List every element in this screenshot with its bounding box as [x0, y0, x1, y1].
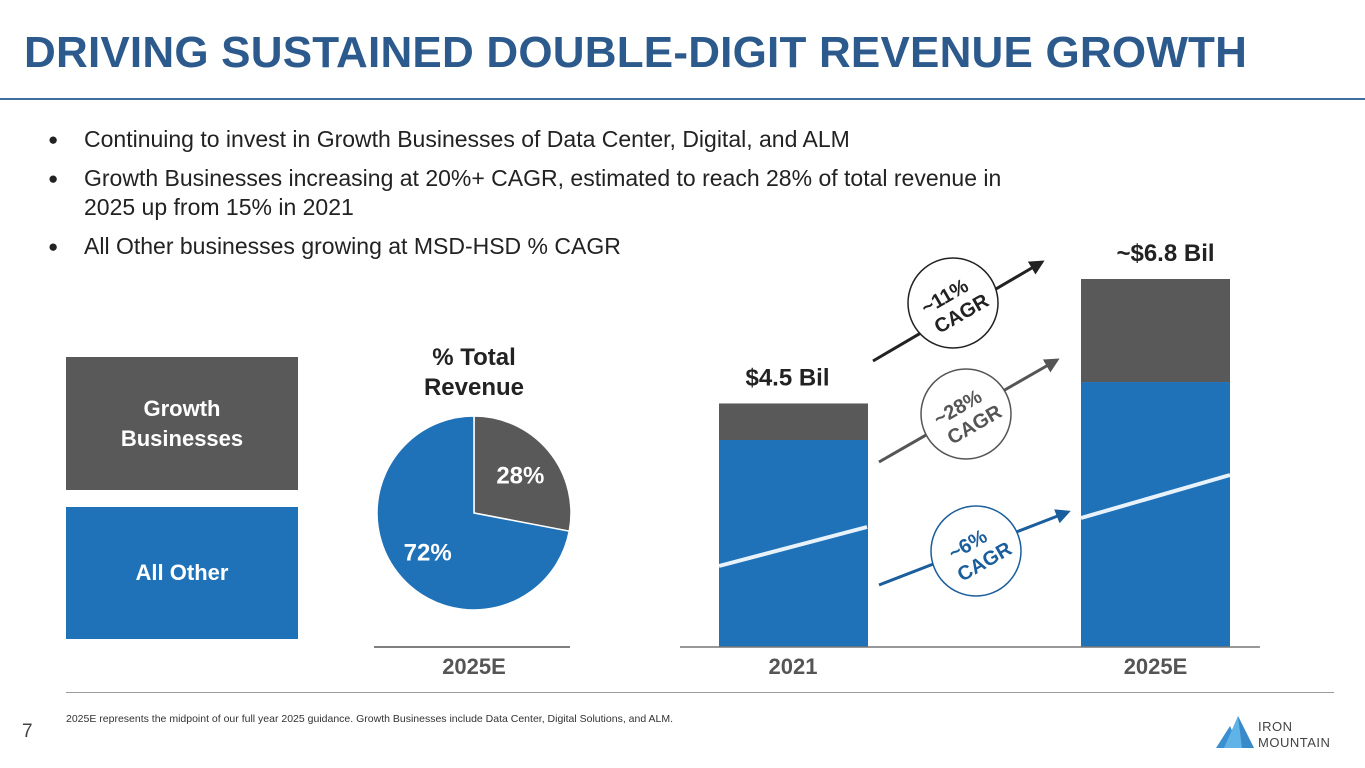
- bullet-item: ● All Other businesses growing at MSD-HSD…: [48, 232, 1028, 261]
- bar-category-label: 2021: [768, 654, 818, 679]
- legend-label: Growth Businesses: [120, 395, 244, 451]
- bullet-item: ● Continuing to invest in Growth Business…: [48, 125, 1028, 154]
- logo-wordmark: IRON MOUNTAIN: [1258, 719, 1330, 751]
- bullet-dot-icon: ●: [48, 237, 59, 256]
- page-number: 7: [22, 721, 33, 742]
- cagr-annotations: ~11%CAGR~28%CAGR~6%CAGR: [872, 257, 1071, 597]
- bullet-dot-icon: ●: [48, 169, 59, 188]
- bar-total-label: ~$6.8 Bil: [1116, 240, 1214, 267]
- legend-label: All Other: [135, 560, 229, 585]
- pie-chart: 28% 72%: [376, 415, 572, 611]
- stacked-bar-chart: $4.5 Bil ~$6.8 Bil: [718, 240, 1231, 647]
- bullet-text: Continuing to invest in Growth Businesse…: [84, 126, 850, 152]
- pie-chart-title: % Total Revenue: [423, 344, 525, 401]
- pie-data-label: 28%: [496, 463, 544, 490]
- bullet-text: Growth Businesses increasing at 20%+ CAG…: [84, 165, 1002, 220]
- pie-xlabel: 2025E: [442, 654, 506, 679]
- title-divider: [0, 98, 1365, 100]
- bar-segment-growth-businesses-2025E: [1081, 279, 1230, 383]
- bar-category-label: 2025E: [1123, 654, 1188, 679]
- bar-segment-all-other-2025E: [1081, 382, 1230, 647]
- trend-line-2025e: [1080, 473, 1231, 520]
- trend-line-2021: [718, 525, 868, 568]
- slide-title: DRIVING SUSTAINED DOUBLE-DIGIT REVENUE G…: [24, 28, 1248, 77]
- bar-segment-all-other-2021: [719, 440, 868, 647]
- pie-slice-all-other: [376, 415, 571, 611]
- mountain-logo-icon: [1216, 716, 1254, 748]
- bullet-item: ● Growth Businesses increasing at 20%+ CA…: [48, 164, 1004, 222]
- bullet-dot-icon: ●: [48, 130, 59, 149]
- cagr-circle-total: [907, 257, 999, 349]
- footer-divider: [66, 692, 1334, 693]
- logo-line-2: MOUNTAIN: [1258, 735, 1331, 750]
- cagr-circle-growth-businesses: [920, 368, 1012, 460]
- legend-growth-businesses: Growth Businesses: [66, 357, 298, 490]
- bar-total-label: $4.5 Bil: [745, 364, 829, 391]
- pie-data-label: 72%: [404, 539, 452, 566]
- footnote: 2025E represents the midpoint of our ful…: [66, 713, 674, 725]
- pie-slice-growth-businesses: [473, 415, 572, 533]
- bar-segment-growth-businesses-2021: [719, 403, 868, 440]
- bullet-list: ● Continuing to invest in Growth Business…: [48, 125, 1028, 271]
- bullet-text: All Other businesses growing at MSD-HSD …: [84, 233, 621, 259]
- logo-line-1: IRON: [1258, 719, 1293, 734]
- legend-all-other: All Other: [66, 507, 298, 639]
- cagr-circle-all-other: [930, 505, 1022, 597]
